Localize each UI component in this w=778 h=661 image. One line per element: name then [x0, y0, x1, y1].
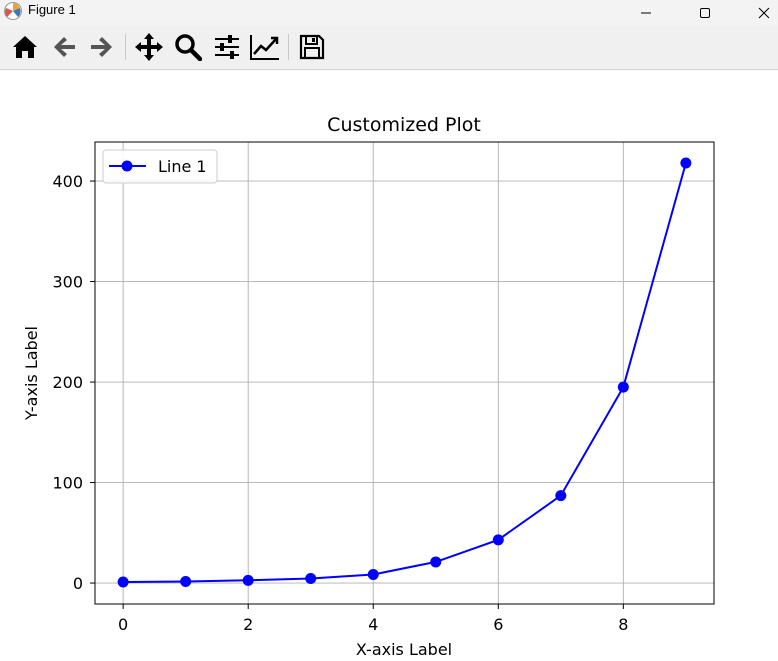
- edit-axis-button[interactable]: [249, 31, 281, 63]
- y-tick-label: 300: [52, 273, 83, 292]
- forward-button[interactable]: [86, 31, 118, 63]
- y-axis-label: Y-axis Label: [22, 326, 41, 421]
- data-series: [117, 157, 692, 588]
- y-tick-label: 0: [73, 574, 83, 593]
- data-point: [305, 573, 317, 585]
- home-button[interactable]: [9, 31, 41, 63]
- maximize-icon: [700, 8, 710, 18]
- figure-canvas: 0 2 4 6 8 0 100 200 300 400 Customized Plot X-axi…: [0, 70, 778, 661]
- move-icon: [135, 33, 163, 61]
- data-point: [367, 569, 379, 581]
- magnifier-icon: [175, 34, 202, 61]
- matplotlib-logo-icon: [4, 2, 22, 20]
- x-tick-label: 6: [493, 615, 503, 634]
- maximize-button[interactable]: [682, 0, 728, 26]
- data-point: [680, 157, 692, 169]
- legend-label: Line 1: [158, 157, 207, 176]
- pan-button[interactable]: [133, 31, 165, 63]
- zoom-button[interactable]: [172, 31, 204, 63]
- close-icon: [758, 7, 770, 19]
- navigation-toolbar: [0, 26, 778, 70]
- x-axis-label: X-axis Label: [356, 640, 452, 659]
- axis-ticks: 0 2 4 6 8 0 100 200 300 400: [52, 172, 628, 634]
- data-point: [492, 534, 504, 546]
- minimize-icon: [641, 12, 651, 14]
- x-tick-label: 0: [118, 615, 128, 634]
- configure-subplots-button[interactable]: [211, 31, 243, 63]
- x-tick-label: 8: [618, 615, 628, 634]
- legend: Line 1: [102, 149, 218, 184]
- grid: [95, 142, 714, 604]
- arrow-right-icon: [91, 37, 112, 57]
- chart-title: Customized Plot: [327, 114, 481, 136]
- data-point: [555, 490, 567, 502]
- x-tick-label: 2: [243, 615, 253, 634]
- close-button[interactable]: [741, 0, 778, 26]
- sliders-icon: [215, 35, 239, 59]
- line-chart-icon: [250, 35, 279, 60]
- window-titlebar: Figure 1: [0, 0, 778, 26]
- x-tick-label: 4: [368, 615, 378, 634]
- legend-box: [102, 149, 218, 184]
- data-point: [430, 556, 442, 568]
- toolbar-separator: [288, 34, 289, 60]
- axes-frame: [94, 141, 715, 605]
- minimize-button[interactable]: [623, 0, 669, 26]
- y-tick-label: 100: [52, 474, 83, 493]
- arrow-left-icon: [54, 37, 75, 57]
- data-point: [617, 381, 629, 393]
- save-button[interactable]: [296, 31, 328, 63]
- legend-marker: [121, 160, 133, 172]
- data-point: [117, 576, 129, 588]
- series-line: [123, 162, 687, 583]
- toolbar-separator: [125, 34, 126, 60]
- floppy-disk-icon: [299, 34, 325, 60]
- back-button[interactable]: [48, 31, 80, 63]
- y-tick-label: 200: [52, 373, 83, 392]
- window-title: Figure 1: [28, 2, 76, 17]
- home-icon: [13, 36, 37, 58]
- data-point: [242, 574, 254, 586]
- y-tick-label: 400: [52, 172, 83, 191]
- data-point: [180, 576, 192, 588]
